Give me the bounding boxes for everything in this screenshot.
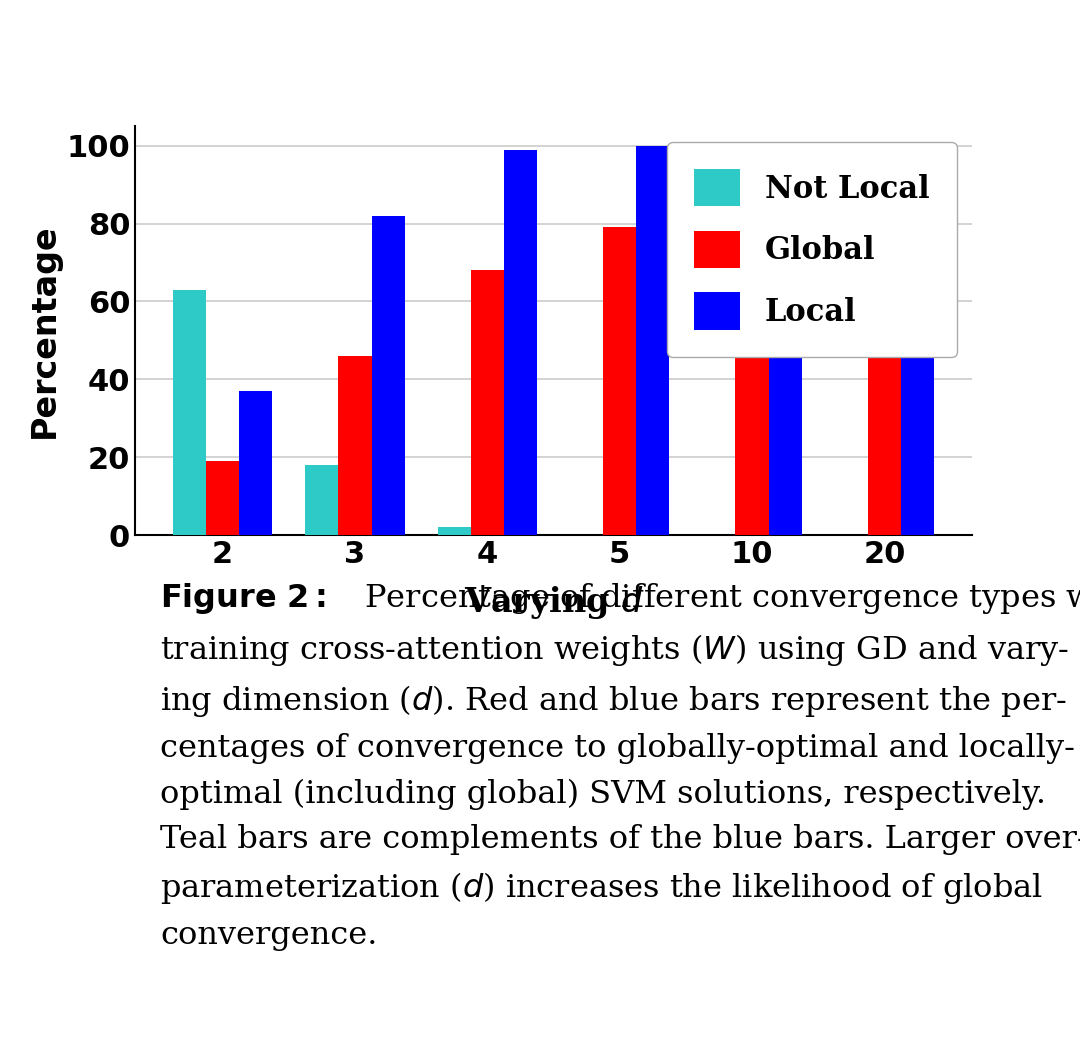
- Bar: [471, 270, 504, 535]
- Bar: [901, 146, 934, 535]
- Bar: [769, 146, 801, 535]
- Bar: [636, 146, 670, 535]
- Bar: [603, 227, 636, 535]
- Text: Varying $d$: Varying $d$: [463, 584, 644, 622]
- Legend: Not Local, Global, Local: Not Local, Global, Local: [666, 142, 957, 358]
- Bar: [868, 146, 901, 535]
- Bar: [372, 216, 405, 535]
- Bar: [504, 149, 537, 535]
- Bar: [206, 461, 239, 535]
- Text: $\mathbf{Figure\ 2:}$   Percentage of different convergence types when
training : $\mathbf{Figure\ 2:}$ Percentage of diff…: [160, 581, 1080, 951]
- Bar: [306, 465, 338, 535]
- Bar: [239, 391, 272, 535]
- Bar: [173, 289, 206, 535]
- Y-axis label: Percentage: Percentage: [28, 223, 60, 438]
- Bar: [437, 527, 471, 535]
- Bar: [735, 158, 769, 535]
- Bar: [338, 356, 372, 535]
